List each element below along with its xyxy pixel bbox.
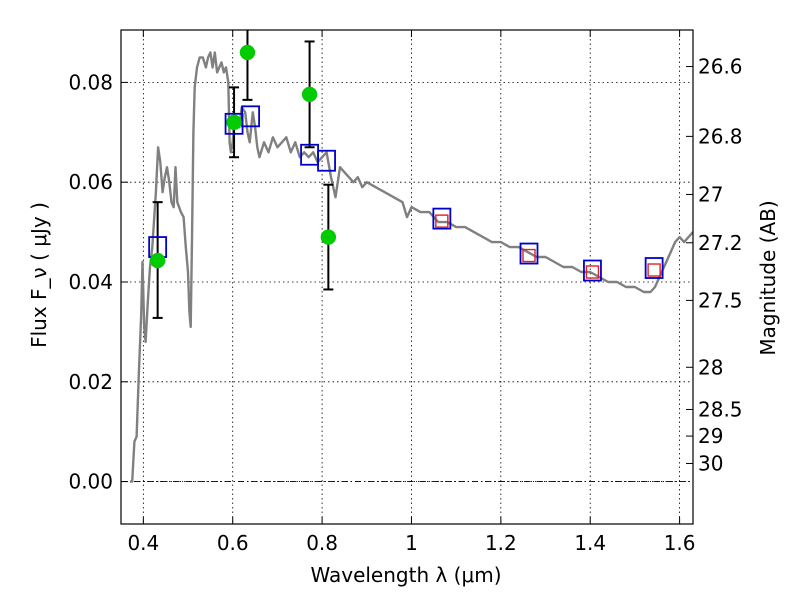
magnitude-tick-label: 27.2	[698, 231, 743, 255]
x-axis-label: Wavelength λ (μm)	[310, 563, 501, 587]
magnitude-tick-label: 30	[698, 451, 723, 475]
y-tick-label: 0.06	[68, 170, 113, 194]
synthetic-flux-square	[241, 105, 260, 128]
synthetic-flux-square	[583, 259, 602, 282]
x-tick-label: 0.6	[217, 531, 249, 555]
x-tick-label: 0.8	[306, 531, 338, 555]
magnitude-axis-label: Magnitude (AB)	[756, 200, 780, 355]
y-tick-label: 0.02	[68, 370, 113, 394]
magnitude-tick-label: 26.8	[698, 124, 743, 148]
observed-flux-point	[301, 86, 318, 103]
x-tick-label: 1.2	[485, 531, 517, 555]
plot-series	[129, 30, 693, 483]
x-axis-ticks: 0.4 0.6 0.8 1 1.2 1.4 1.6	[127, 30, 696, 555]
model-sed-line	[129, 51, 693, 483]
magnitude-tick-label: 26.6	[698, 55, 743, 79]
x-tick-label: 1.4	[574, 531, 606, 555]
x-tick-label: 0.4	[127, 531, 159, 555]
y-tick-label: 0.04	[68, 270, 113, 294]
y-axis-ticks: 0.00 0.02 0.04 0.06 0.08	[68, 70, 128, 494]
x-tick-label: 1	[405, 531, 418, 555]
y-axis-label: Flux F_ν ( μJy )	[27, 202, 51, 348]
observed-flux-point	[226, 114, 242, 131]
synthetic-flux-square	[519, 242, 539, 265]
model-flux-square	[585, 265, 600, 279]
observed-flux-point	[239, 44, 256, 61]
x-tick-label: 1.6	[664, 531, 696, 555]
synthetic-flux-square	[317, 149, 336, 172]
y-tick-label: 0.00	[68, 470, 113, 494]
magnitude-axis-ticks: 26.6 26.8 27 27.2 27.5 28 28.5 29 30	[686, 55, 743, 475]
model-flux-square	[647, 263, 661, 277]
magnitude-tick-label: 27.5	[698, 288, 743, 312]
model-flux-square	[435, 214, 449, 228]
synthetic-flux-square	[432, 207, 452, 230]
magnitude-tick-label: 28	[698, 355, 723, 379]
magnitude-tick-label: 27	[698, 182, 723, 206]
y-tick-label: 0.08	[68, 70, 113, 94]
observed-flux-point	[320, 229, 337, 245]
plot-frame	[120, 29, 694, 525]
magnitude-tick-label: 29	[698, 424, 723, 448]
observed-flux-point	[149, 252, 166, 269]
synthetic-flux-square	[644, 257, 664, 279]
magnitude-tick-label: 28.5	[698, 397, 743, 421]
model-flux-square	[522, 248, 536, 263]
